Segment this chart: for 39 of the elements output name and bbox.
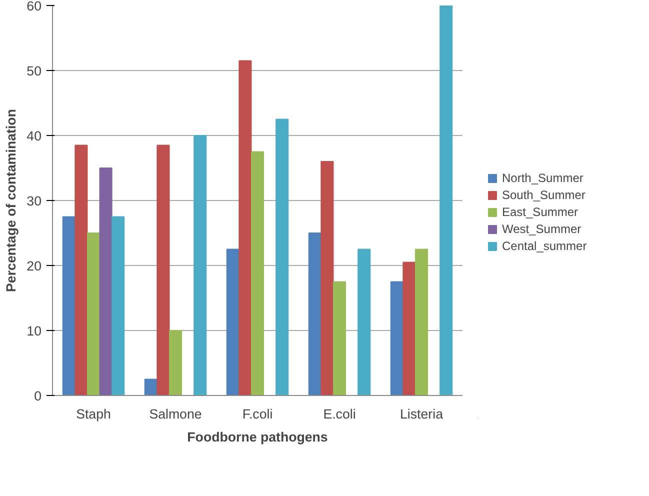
bar [62, 216, 76, 396]
bar [332, 281, 346, 396]
bar [226, 248, 240, 396]
bar [168, 330, 182, 396]
bar [112, 216, 125, 396]
x-tick-label: E.coli [323, 406, 356, 422]
legend-label: Cental_summer [502, 238, 587, 252]
bar [358, 248, 371, 396]
bar [390, 281, 404, 396]
bar [320, 161, 334, 396]
bar [74, 144, 88, 396]
bar [86, 232, 100, 396]
bar [308, 232, 322, 396]
bar [276, 118, 289, 396]
y-tick-label: 60 [26, 0, 42, 14]
x-tick-label: Salmone [149, 406, 202, 422]
legend-label: West_Summer [502, 222, 582, 236]
bar [250, 151, 264, 396]
bar [238, 60, 252, 396]
x-axis-title: Foodborne pathogens [187, 430, 328, 444]
bar [156, 144, 170, 396]
y-tick-label: 40 [26, 128, 42, 144]
bar [99, 168, 112, 396]
y-tick-label: 0 [34, 388, 42, 404]
bar [194, 135, 207, 396]
bar [414, 248, 428, 396]
y-tick-label: 20 [26, 258, 42, 274]
y-tick-label: 50 [26, 64, 42, 78]
x-tick-label: Staph [76, 406, 111, 422]
bar [440, 6, 453, 396]
bar [402, 262, 416, 396]
legend-label: South_Summer [502, 188, 586, 202]
x-tick-label: F.coli [242, 406, 273, 422]
y-axis-title: Percentage of contamination [4, 109, 19, 292]
legend-label: East_Summer [502, 204, 578, 218]
x-tick-label: Listeria [400, 406, 444, 422]
legend-label: North_Summer [502, 170, 584, 184]
y-tick-label: 10 [26, 324, 42, 338]
y-tick-label: 30 [26, 194, 42, 208]
